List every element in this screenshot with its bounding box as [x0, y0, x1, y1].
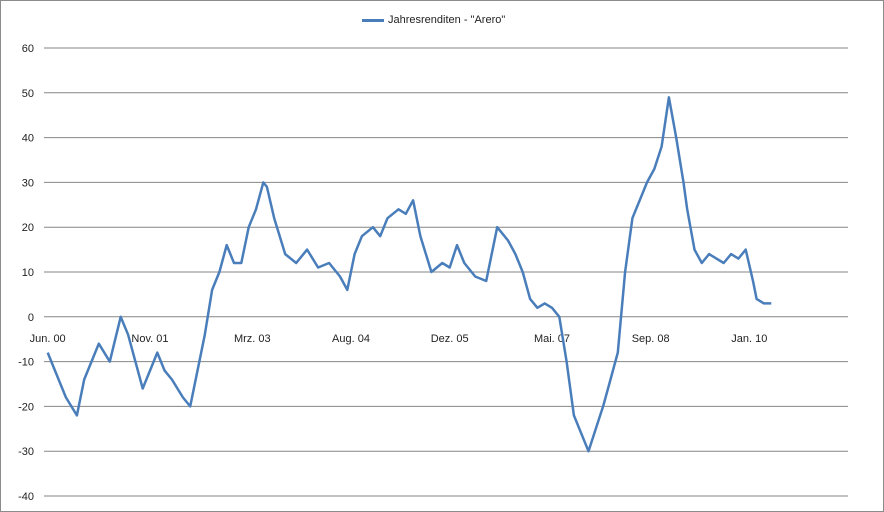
- legend: Jahresrenditen - "Arero": [362, 14, 505, 26]
- x-tick-label: Jun. 00: [30, 333, 66, 345]
- y-tick-label: 0: [28, 312, 34, 324]
- y-tick-label: 30: [22, 177, 34, 189]
- x-tick-label: Mrz. 03: [234, 333, 271, 345]
- legend-swatch: [362, 18, 384, 22]
- x-tick-label: Sep. 08: [632, 333, 670, 345]
- y-tick-label: 10: [22, 267, 34, 279]
- y-axis-ticks: 60 50 40 30 20 10 0 -10 -20 -30 -40: [18, 43, 34, 503]
- x-tick-label: Mai. 07: [534, 333, 570, 345]
- series-group: [46, 96, 772, 453]
- y-tick-label: 60: [22, 43, 34, 55]
- series-line-0: [46, 96, 772, 453]
- x-tick-label: Dez. 05: [431, 333, 469, 345]
- x-tick-label: Aug. 04: [332, 333, 370, 345]
- gridlines: [44, 47, 848, 497]
- x-tick-label: Nov. 01: [131, 333, 168, 345]
- x-axis-ticks: Jun. 00 Nov. 01 Mrz. 03 Aug. 04 Dez. 05 Mai. …: [30, 333, 768, 345]
- y-tick-label: 20: [22, 222, 34, 234]
- x-tick-label: Jan. 10: [731, 333, 767, 345]
- y-tick-label: -10: [18, 357, 34, 369]
- legend-label: Jahresrenditen - "Arero": [388, 14, 506, 26]
- y-tick-label: 50: [22, 88, 34, 100]
- y-tick-label: -30: [18, 446, 34, 458]
- y-tick-label: -20: [18, 401, 34, 413]
- y-tick-label: -40: [18, 491, 34, 503]
- y-tick-label: 40: [22, 133, 34, 145]
